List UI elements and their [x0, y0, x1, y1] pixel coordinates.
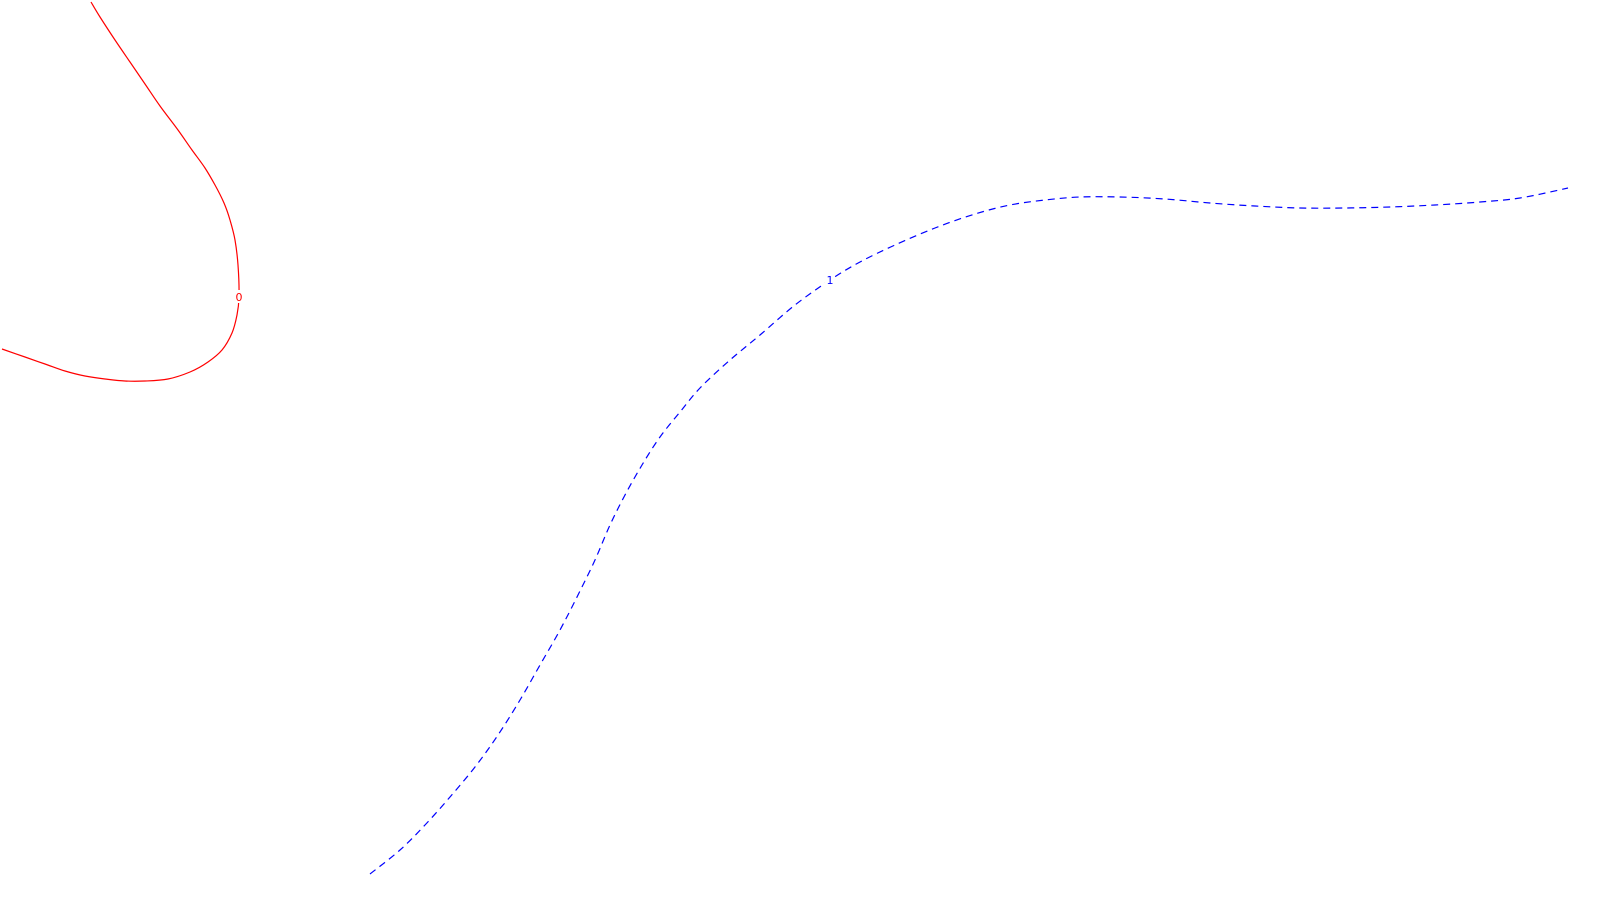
series-layer	[1, 1, 1569, 875]
contour-label-0: 0	[236, 291, 243, 304]
contour-label-1: 1	[827, 274, 834, 287]
contour-label-bg-1	[825, 273, 835, 286]
contour-line-0	[1, 1, 240, 382]
contour-label-bg-0	[234, 290, 244, 303]
contour-line-1	[369, 187, 1569, 875]
contour-labels: 01	[234, 273, 835, 304]
